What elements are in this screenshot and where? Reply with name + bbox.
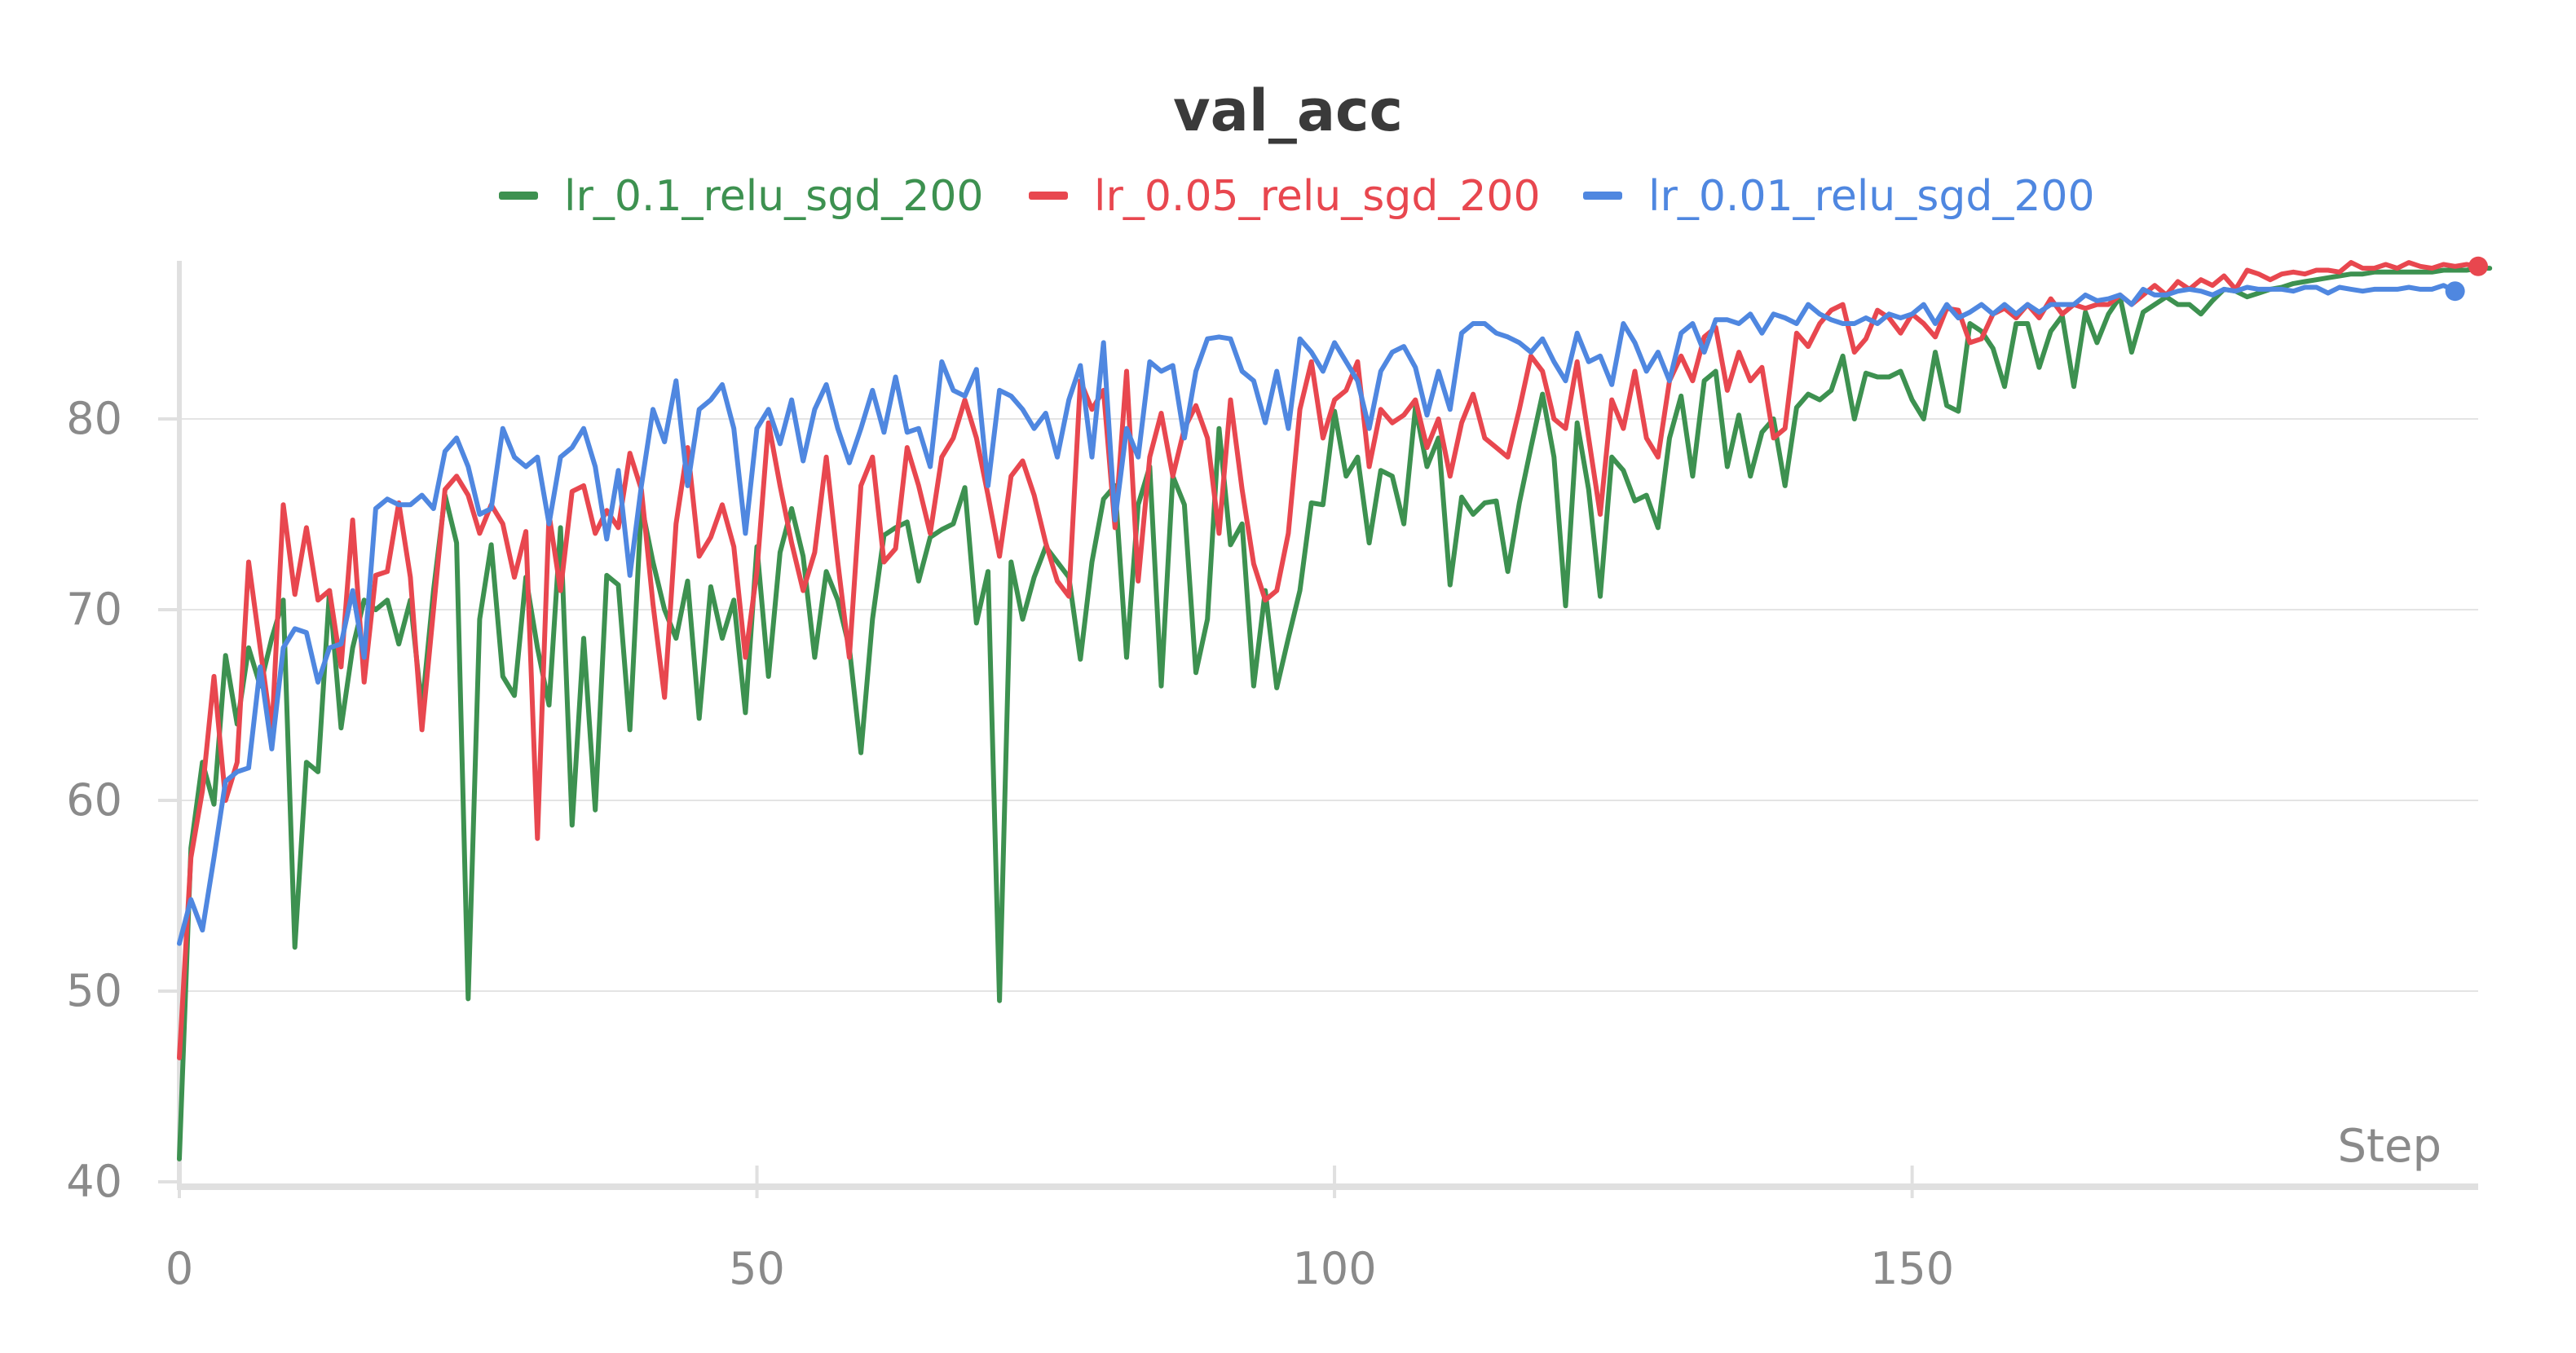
series-endpoint-lr_0.01_relu_sgd_200: [2445, 281, 2465, 302]
legend-label-lr-0.05: lr_0.05_relu_sgd_200: [1094, 172, 1541, 221]
legend-swatch-lr-0.05: [1029, 192, 1068, 200]
y-tick-label-60: 60: [66, 774, 122, 826]
y-tick-label-70: 70: [66, 584, 122, 635]
y-tick-label-50: 50: [66, 965, 122, 1016]
series-endpoint-lr_0.05_relu_sgd_200: [2468, 256, 2488, 276]
x-axis-label: Step: [2337, 1120, 2441, 1173]
axes: [177, 261, 2478, 1190]
series: [177, 256, 2493, 1161]
y-tick-label-80: 80: [66, 393, 122, 444]
legend-swatch-lr-0.1: [499, 192, 538, 200]
ticks: 40 50 60 70 80 0 50 100 150: [66, 393, 1954, 1294]
legend-label-lr-0.1: lr_0.1_relu_sgd_200: [564, 172, 984, 221]
y-tick-label-40: 40: [66, 1156, 122, 1207]
legend: lr_0.1_relu_sgd_200 lr_0.05_relu_sgd_200…: [499, 172, 2095, 221]
x-tick-label-50: 50: [729, 1243, 785, 1294]
series-line-lr_0.01_relu_sgd_200: [177, 283, 2458, 946]
x-tick-label-100: 100: [1293, 1243, 1377, 1294]
series-line-lr_0.1_relu_sgd_200: [177, 266, 2493, 1161]
x-tick-label-150: 150: [1870, 1243, 1954, 1294]
series-line-lr_0.05_relu_sgd_200: [177, 260, 2481, 1060]
x-tick-label-0: 0: [165, 1243, 193, 1294]
chart-title: val_acc: [1173, 77, 1403, 144]
legend-label-lr-0.01: lr_0.01_relu_sgd_200: [1648, 172, 2095, 221]
grid: [179, 418, 2478, 992]
legend-swatch-lr-0.01: [1583, 192, 1622, 200]
